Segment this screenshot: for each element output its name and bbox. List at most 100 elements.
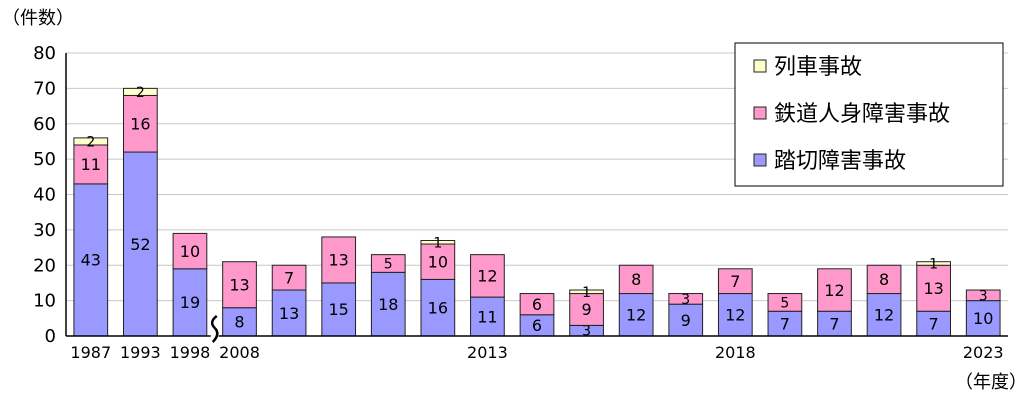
data-label: 2 bbox=[86, 134, 95, 150]
data-label: 3 bbox=[681, 292, 690, 308]
data-label: 10 bbox=[428, 252, 448, 271]
y-tick-label: 0 bbox=[45, 326, 56, 347]
bar-segment bbox=[668, 293, 704, 305]
y-axis-label: （件数） bbox=[2, 8, 74, 29]
legend-swatch bbox=[753, 59, 767, 73]
data-label: 10 bbox=[973, 309, 993, 328]
bar-segment bbox=[370, 254, 406, 273]
bar-segment bbox=[321, 282, 357, 337]
data-label: 16 bbox=[428, 298, 448, 317]
legend-swatch bbox=[753, 153, 767, 167]
y-tick-label: 50 bbox=[33, 149, 56, 170]
data-label: 6 bbox=[532, 295, 542, 314]
bar-segment bbox=[172, 232, 208, 270]
data-label: 12 bbox=[626, 306, 646, 325]
bar-segment bbox=[866, 264, 902, 295]
x-tick-label: 2013 bbox=[467, 343, 508, 362]
bar-segment bbox=[668, 303, 704, 337]
bar-segment bbox=[618, 293, 654, 337]
axis-break-mark bbox=[210, 315, 219, 343]
bar-segment bbox=[73, 144, 109, 185]
data-label: 9 bbox=[681, 311, 691, 330]
data-label: 13 bbox=[229, 275, 249, 294]
bar-segment bbox=[916, 264, 951, 312]
x-tick-label: 2018 bbox=[715, 343, 756, 362]
data-label: 3 bbox=[582, 324, 591, 340]
data-label: 11 bbox=[81, 155, 101, 174]
x-tick-label: 2023 bbox=[963, 343, 1004, 362]
legend-swatch bbox=[753, 106, 767, 120]
data-label: 1 bbox=[433, 235, 442, 251]
data-label: 9 bbox=[581, 300, 591, 319]
data-label: 12 bbox=[725, 306, 745, 325]
data-label: 7 bbox=[780, 314, 790, 333]
data-label: 7 bbox=[929, 314, 939, 333]
y-tick-label: 10 bbox=[33, 291, 56, 312]
bar-segment bbox=[321, 236, 357, 284]
data-label: 3 bbox=[979, 288, 988, 304]
bar-segment bbox=[271, 264, 307, 291]
data-label: 10 bbox=[180, 242, 200, 261]
legend-label: 踏切障害事故 bbox=[774, 149, 906, 174]
bar-segment bbox=[73, 137, 109, 146]
x-axis-label: （年度） bbox=[955, 372, 1027, 393]
x-tick-label: 2008 bbox=[219, 343, 260, 362]
data-label: 2 bbox=[136, 85, 145, 101]
data-label: 8 bbox=[879, 270, 889, 289]
legend-label: 鉄道人身障害事故 bbox=[774, 102, 950, 127]
legend-box bbox=[734, 42, 1004, 187]
bar-segment bbox=[965, 289, 1001, 302]
bar-segment bbox=[916, 310, 951, 337]
data-label: 13 bbox=[329, 251, 349, 270]
data-label: 6 bbox=[532, 316, 542, 335]
data-label: 5 bbox=[780, 295, 789, 311]
bar-segment bbox=[717, 268, 753, 295]
x-tick-label: 1993 bbox=[120, 343, 161, 362]
bar-segment bbox=[222, 261, 257, 309]
data-label: 12 bbox=[824, 281, 844, 300]
data-label: 12 bbox=[477, 267, 497, 286]
data-label: 7 bbox=[284, 268, 294, 287]
data-label: 8 bbox=[234, 313, 244, 332]
bar-segment bbox=[470, 254, 505, 298]
data-label: 1 bbox=[582, 285, 591, 301]
bar-segment bbox=[73, 183, 109, 337]
data-label: 19 bbox=[180, 293, 200, 312]
bar-segment bbox=[569, 289, 604, 295]
bar-segment bbox=[767, 310, 803, 337]
y-tick-label: 60 bbox=[33, 114, 56, 135]
data-label: 7 bbox=[829, 314, 839, 333]
bar-segment bbox=[817, 310, 852, 337]
bar-segment bbox=[965, 300, 1001, 337]
bar-segment bbox=[618, 264, 654, 295]
bar-segment bbox=[172, 268, 208, 337]
bar-segment bbox=[767, 293, 803, 312]
bar-segment bbox=[370, 271, 406, 337]
data-label: 5 bbox=[384, 257, 393, 273]
data-label: 13 bbox=[279, 304, 299, 323]
data-label: 12 bbox=[874, 306, 894, 325]
bar-segment bbox=[817, 268, 852, 312]
data-label: 11 bbox=[477, 307, 497, 326]
y-tick-label: 80 bbox=[33, 43, 56, 64]
y-tick-label: 70 bbox=[33, 78, 56, 99]
data-label: 52 bbox=[130, 235, 150, 254]
bar-segment bbox=[271, 289, 307, 337]
bar-segment bbox=[916, 261, 951, 266]
y-tick-label: 40 bbox=[33, 185, 56, 206]
bar-segment bbox=[519, 293, 555, 316]
bar-segment bbox=[123, 87, 158, 96]
data-label: 13 bbox=[923, 279, 943, 298]
data-label: 8 bbox=[631, 270, 641, 289]
legend-label: 列車事故 bbox=[774, 55, 862, 80]
bars: 4311252162191081313715131851610111126639… bbox=[73, 85, 1001, 340]
x-tick-label: 1987 bbox=[70, 343, 111, 362]
data-label: 7 bbox=[730, 272, 740, 291]
y-tick-label: 20 bbox=[33, 255, 56, 276]
y-tick-label: 30 bbox=[33, 220, 56, 241]
x-tick-label: 1998 bbox=[170, 343, 211, 362]
bar-segment bbox=[420, 239, 456, 245]
data-label: 43 bbox=[81, 251, 101, 270]
